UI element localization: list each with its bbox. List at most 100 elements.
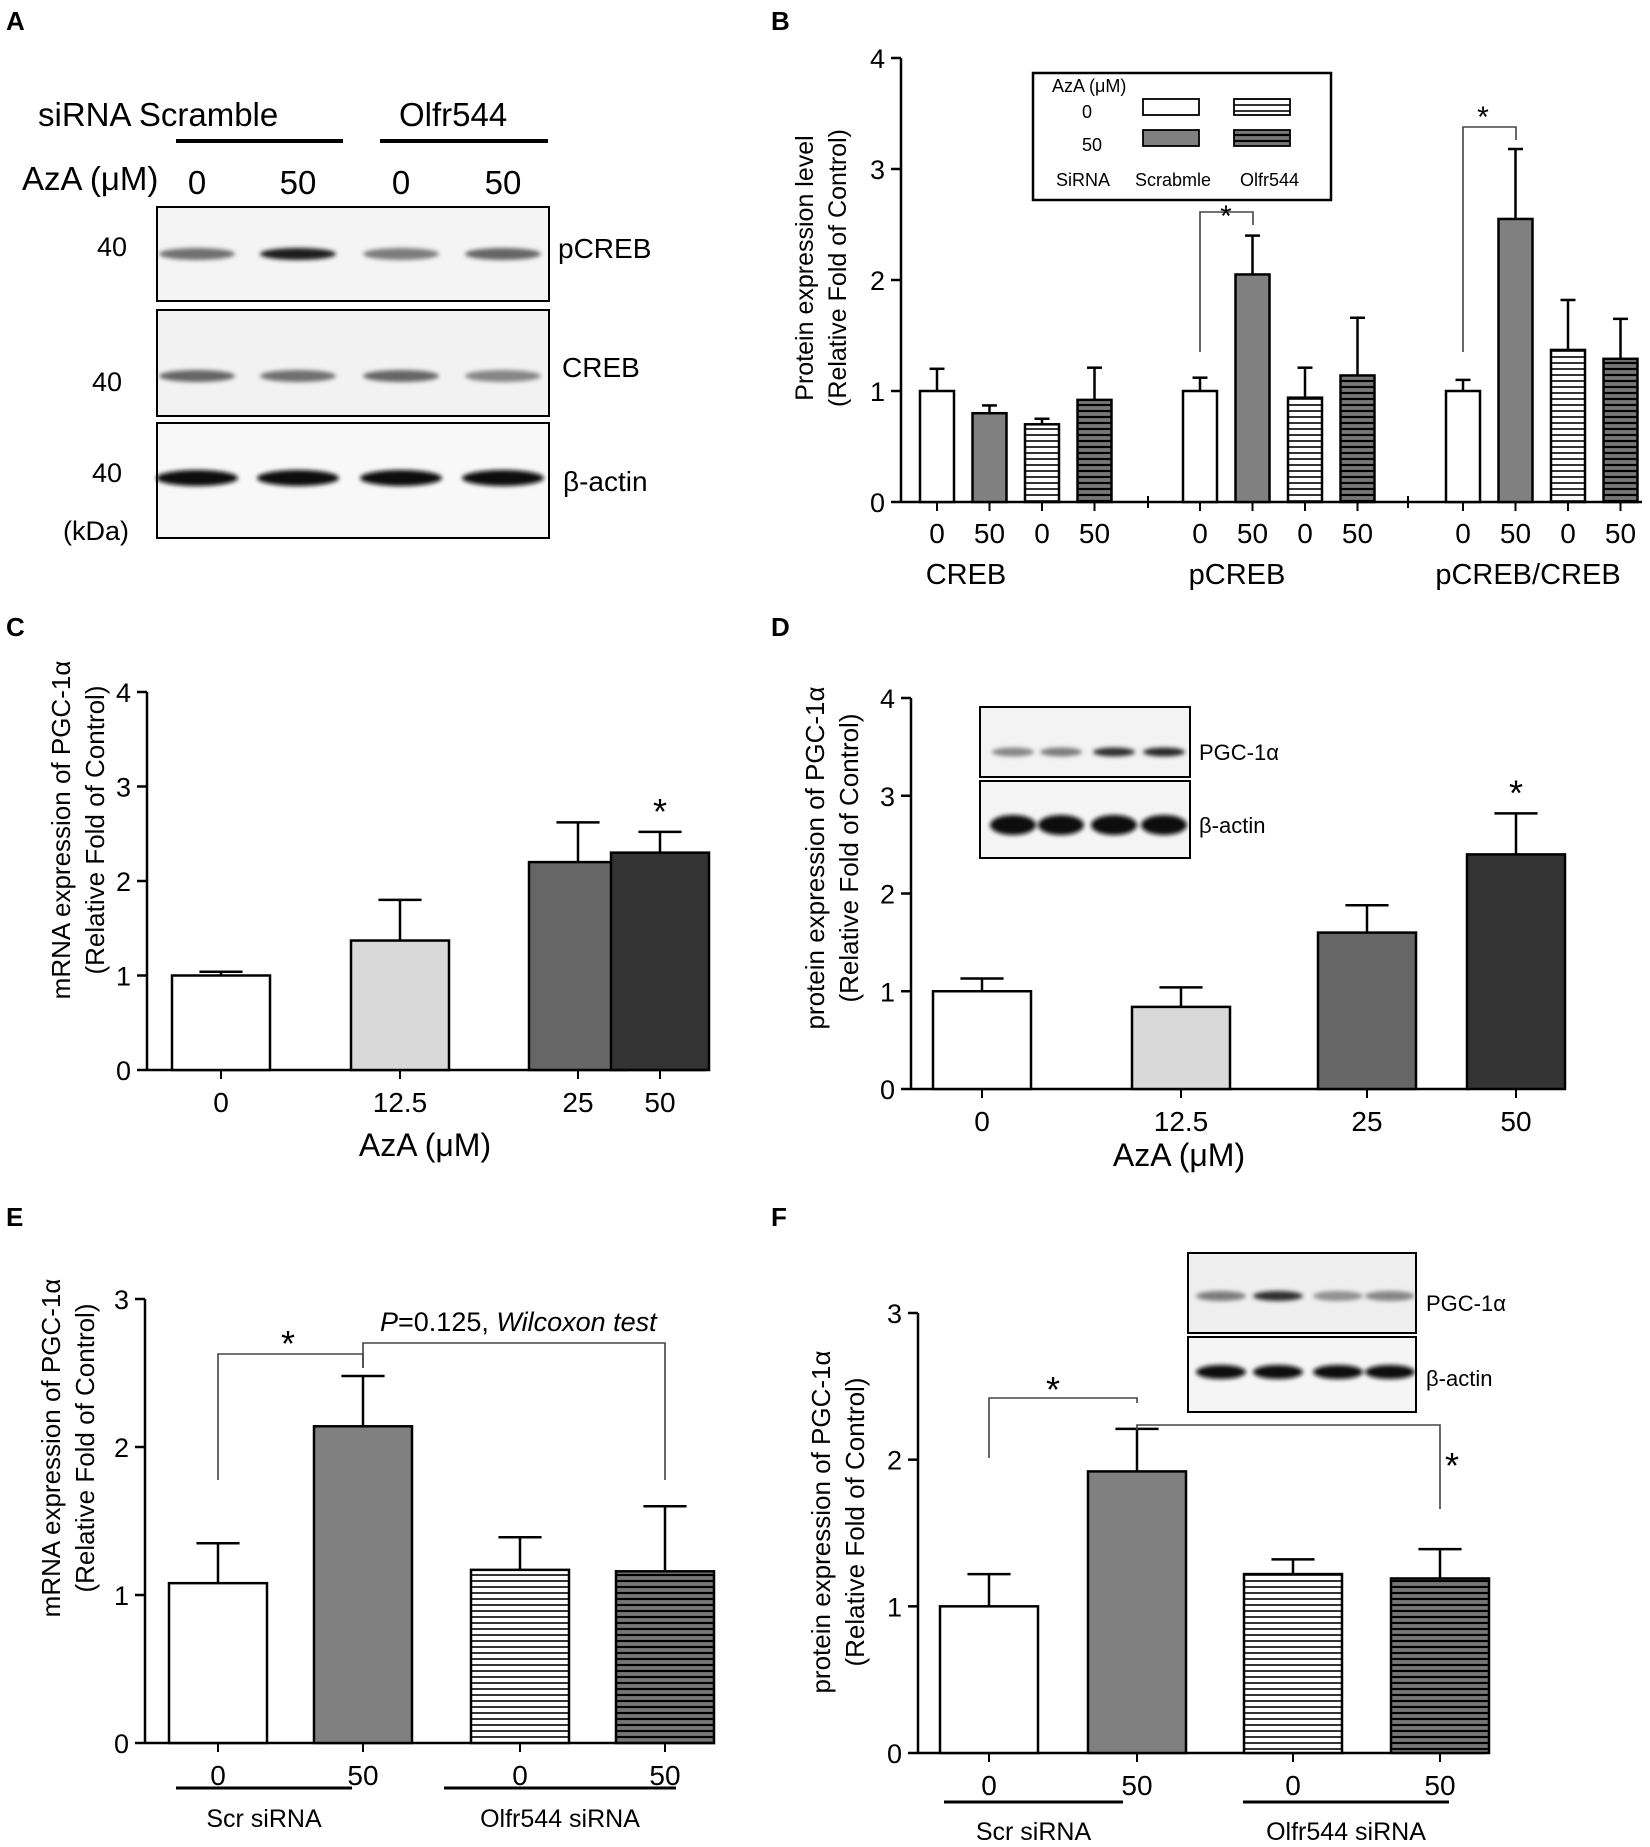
chart-b-dose-g1-s2: 0 [1297, 518, 1313, 549]
chart-f: protein expression of PGC-1α (Relative F… [806, 1252, 1506, 1846]
chart-f-sig-star-1: * [1445, 1445, 1459, 1486]
chart-e-sig-star-0: * [281, 1323, 295, 1364]
chart-c-bar-3 [609, 851, 711, 1072]
chart-b: Protein expression level (Relative Fold … [791, 44, 1642, 591]
chart-b-dose-g2-s2: 0 [1560, 518, 1576, 549]
chart-c-ylabel2: (Relative Fold of Control) [80, 686, 110, 975]
chart-e-xtick-label-3: 50 [649, 1760, 680, 1791]
chart-b-legend-swatch-olf50 [1233, 129, 1291, 147]
chart-d-bar-2 [1316, 931, 1418, 1091]
inset-d-bands [990, 747, 1187, 835]
chart-e-ylabel: mRNA expression of PGC-1α [36, 1279, 66, 1618]
chart-b-legend-footer-olf: Olfr544 [1240, 170, 1299, 190]
blot-a-band-label-actin: β-actin [563, 466, 648, 497]
chart-b-dose-g2-s0: 0 [1455, 518, 1471, 549]
inset-f-pgc-band-0 [1196, 1291, 1246, 1301]
chart-e-group-label-1: Olfr544 siRNA [480, 1805, 640, 1833]
inset-f-actin-band-2 [1313, 1365, 1363, 1379]
blot-a-group1-label: siRNA Scramble [38, 96, 278, 133]
chart-b-legend-row-0: 0 [1082, 102, 1092, 122]
chart-f-plot: 0 1 2 3 0 50 0 50 Scr siRNA Olfr544 siRNA * * [887, 1299, 1491, 1846]
blot-a-actin-band-0 [156, 470, 238, 486]
chart-b-dose-g2-s3: 50 [1605, 518, 1636, 549]
blot-a-band-label-pcreb: pCREB [558, 233, 651, 264]
chart-d-bar-3 [1465, 853, 1567, 1091]
inset-f-actin-band-0 [1196, 1365, 1246, 1379]
chart-b-dose-g0-s3: 50 [1079, 518, 1110, 549]
chart-b-dose-g0-s2: 0 [1034, 518, 1050, 549]
blot-a-kda-1: 40 [97, 232, 127, 262]
chart-e-annotation: P=0.125, Wilcoxon test [380, 1307, 658, 1337]
inset-d-actin-band-2 [1091, 815, 1137, 835]
chart-e: mRNA expression of PGC-1α (Relative Fold… [36, 1279, 716, 1833]
chart-e-ytick-label-1: 1 [114, 1581, 129, 1611]
chart-c-xtick-label-0: 0 [213, 1087, 229, 1118]
chart-b-dose-g2-s1: 50 [1500, 518, 1531, 549]
blot-a-actin-band-3 [462, 470, 544, 486]
chart-f-bar-1 [1086, 1470, 1188, 1755]
chart-e-plot: 0 1 2 3 0 50 0 50 Scr siRNA Olfr544 siRNA * [114, 1285, 716, 1833]
inset-d-pgc-band-0 [992, 747, 1034, 757]
chart-b-group-label-1: pCREB [1189, 559, 1286, 591]
inset-d-label-pgc: PGC-1α [1199, 740, 1279, 765]
chart-d-ylabel2: (Relative Fold of Control) [834, 714, 864, 1003]
chart-e-group-label-0: Scr siRNA [206, 1805, 322, 1833]
chart-d-ylabel: protein expression of PGC-1α [800, 686, 830, 1029]
chart-b-legend-swatch-scr50 [1142, 129, 1200, 147]
blot-a-pcreb-band-2 [363, 248, 439, 260]
chart-b-dose-g1-s3: 50 [1342, 518, 1373, 549]
chart-b-bar-g0-s3 [1076, 398, 1113, 504]
blot-a-pcreb-band-1 [260, 248, 336, 260]
chart-b-bar-g0-s2 [1023, 423, 1061, 504]
inset-d-pgc-band-1 [1040, 747, 1082, 757]
chart-d-ytick-label-1: 1 [880, 977, 895, 1007]
panel-label-c: C [6, 612, 25, 642]
chart-b-bar-g2-s1 [1497, 217, 1534, 504]
chart-b-ytick-label-2: 2 [870, 266, 885, 296]
inset-d-pgc-band-2 [1093, 747, 1135, 757]
chart-c-ytick-label-2: 2 [116, 867, 131, 897]
inset-d-actin-band-1 [1038, 815, 1084, 835]
chart-b-sig-bracket-0 [1199, 211, 1254, 352]
chart-b-bar-g0-s0 [918, 389, 956, 504]
chart-b-ytick-label-0: 0 [870, 488, 885, 518]
chart-b-bar-g2-s3 [1602, 357, 1639, 504]
chart-d-ytick-label-2: 2 [880, 880, 895, 910]
panel-a-blot: siRNA Scramble Olfr544 AzA (μM) 0 50 0 5… [22, 96, 651, 546]
chart-e-xtick-label-1: 50 [347, 1760, 378, 1791]
blot-a-box-creb [156, 309, 550, 417]
chart-f-ylabel: protein expression of PGC-1α [806, 1350, 836, 1693]
chart-d-xlabel: AzA (μM) [1113, 1137, 1245, 1173]
blot-a-actin-band-1 [257, 470, 339, 486]
chart-c-xtick-label-2: 25 [562, 1087, 593, 1118]
chart-b-legend-row-50: 50 [1082, 135, 1102, 155]
chart-e-bar-3 [614, 1570, 716, 1745]
chart-c-bar-1 [349, 939, 451, 1072]
chart-e-annotation-p: P [380, 1307, 398, 1337]
chart-c-xtick-label-1: 12.5 [373, 1087, 428, 1118]
blot-a-pcreb-band-0 [159, 248, 235, 260]
chart-e-ytick-label-3: 3 [114, 1285, 129, 1315]
blot-a-bands [156, 248, 544, 486]
chart-b-legend-title: AzA (μM) [1052, 76, 1126, 96]
chart-c-sig-star-0: * [653, 791, 667, 832]
blot-a-dose-label: AzA (μM) [22, 160, 158, 197]
blot-a-dose-0b: 0 [392, 164, 410, 201]
chart-e-annotation-test: Wilcoxon test [496, 1307, 658, 1337]
chart-b-ylabel: Protein expression level [791, 135, 819, 400]
chart-e-xtick-label-2: 0 [512, 1760, 528, 1791]
chart-e-bar-1 [312, 1425, 414, 1745]
chart-f-sig-star-0: * [1046, 1369, 1060, 1410]
inset-d-actin-band-0 [990, 815, 1036, 835]
chart-c: mRNA expression of PGC-1α (Relative Fold… [46, 661, 711, 1163]
chart-b-plot: 0 1 2 3 4 0 50 0 50 0 50 0 50 0 50 0 50 CREB pCREB pCREB/CR… [870, 44, 1642, 591]
blot-a-dose-50b: 50 [485, 164, 522, 201]
chart-b-bar-g1-s3 [1339, 374, 1376, 504]
blot-a-actin-band-2 [360, 470, 442, 486]
chart-b-bar-g1-s0 [1181, 389, 1219, 504]
chart-c-ytick-label-4: 4 [116, 678, 131, 708]
chart-d-ytick-label-3: 3 [880, 782, 895, 812]
blot-a-creb-band-1 [260, 370, 336, 382]
chart-d-xtick-label-0: 0 [974, 1106, 990, 1137]
